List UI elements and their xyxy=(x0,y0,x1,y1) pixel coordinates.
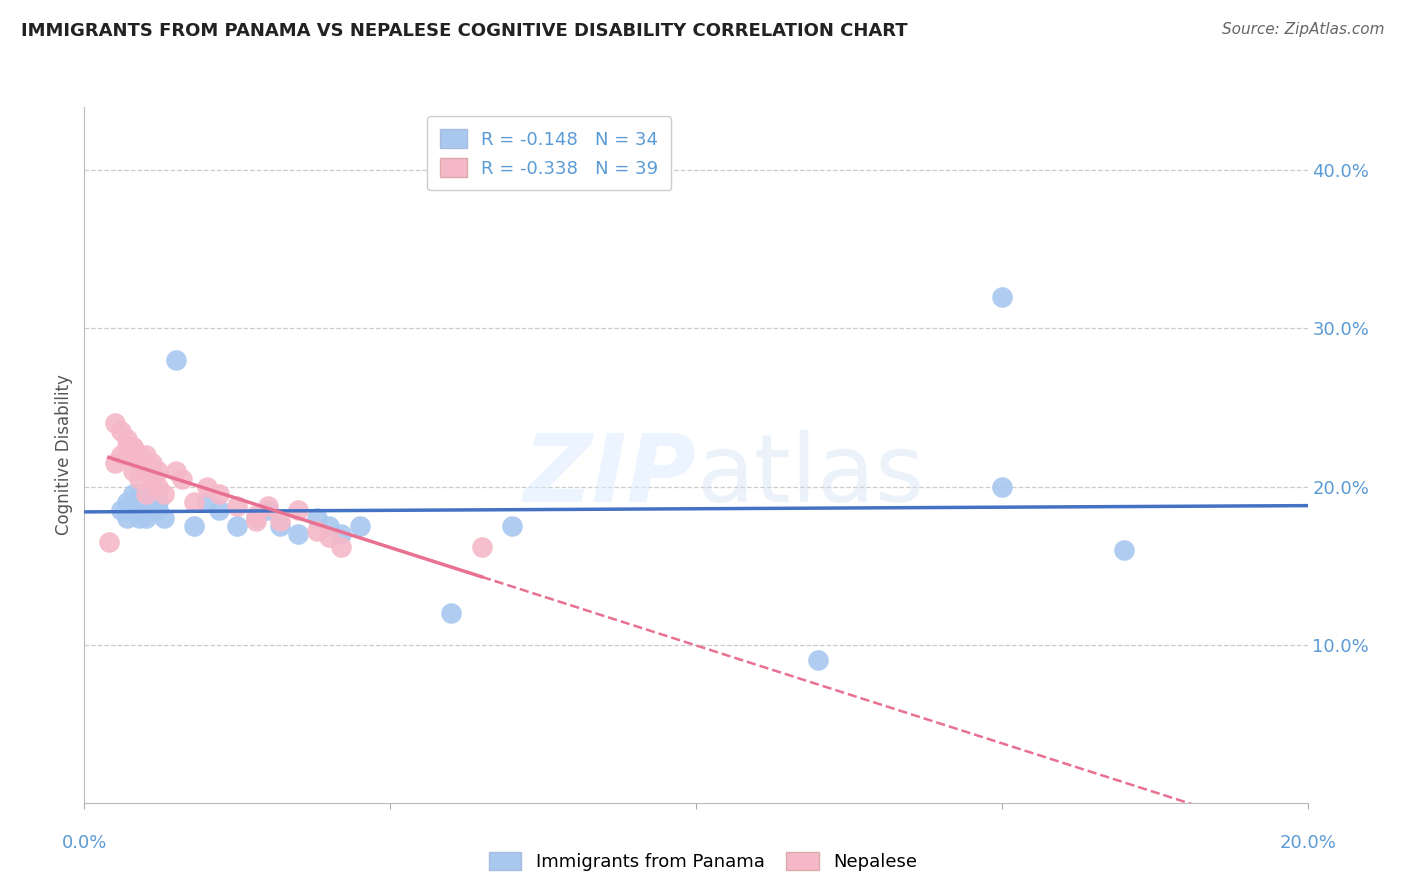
Y-axis label: Cognitive Disability: Cognitive Disability xyxy=(55,375,73,535)
Point xyxy=(305,511,328,525)
Point xyxy=(245,511,267,525)
Point xyxy=(318,530,340,544)
Point xyxy=(115,440,138,454)
Point xyxy=(226,499,249,513)
Point xyxy=(135,456,157,470)
Point xyxy=(128,487,150,501)
Point xyxy=(122,464,145,478)
Point xyxy=(502,519,524,533)
Point xyxy=(104,417,127,431)
Point xyxy=(172,472,194,486)
Point xyxy=(128,456,150,470)
Point xyxy=(97,534,120,549)
Point xyxy=(153,487,176,501)
Point xyxy=(104,456,127,470)
Point xyxy=(440,606,463,620)
Text: IMMIGRANTS FROM PANAMA VS NEPALESE COGNITIVE DISABILITY CORRELATION CHART: IMMIGRANTS FROM PANAMA VS NEPALESE COGNI… xyxy=(21,22,908,40)
Text: 0.0%: 0.0% xyxy=(62,834,107,852)
Text: ZIP: ZIP xyxy=(523,430,696,522)
Point xyxy=(287,527,309,541)
Point xyxy=(991,290,1014,304)
Point xyxy=(141,464,163,478)
Point xyxy=(208,487,231,501)
Point xyxy=(165,353,187,368)
Point xyxy=(135,511,157,525)
Point xyxy=(122,503,145,517)
Point xyxy=(208,503,231,517)
Point xyxy=(183,519,205,533)
Point xyxy=(146,495,169,509)
Point xyxy=(269,519,291,533)
Point xyxy=(110,503,132,517)
Point xyxy=(110,424,132,438)
Point xyxy=(195,479,218,493)
Text: Source: ZipAtlas.com: Source: ZipAtlas.com xyxy=(1222,22,1385,37)
Point xyxy=(122,440,145,454)
Point xyxy=(128,448,150,462)
Point xyxy=(269,514,291,528)
Point xyxy=(153,511,176,525)
Point xyxy=(330,527,353,541)
Point xyxy=(141,487,163,501)
Point xyxy=(115,511,138,525)
Point xyxy=(807,653,830,667)
Point xyxy=(135,448,157,462)
Point xyxy=(195,495,218,509)
Point xyxy=(1114,542,1136,557)
Point xyxy=(141,456,163,470)
Point xyxy=(245,514,267,528)
Point xyxy=(135,487,157,501)
Text: 20.0%: 20.0% xyxy=(1279,834,1336,852)
Point xyxy=(141,503,163,517)
Point xyxy=(122,448,145,462)
Legend: Immigrants from Panama, Nepalese: Immigrants from Panama, Nepalese xyxy=(482,845,924,879)
Point xyxy=(146,479,169,493)
Point xyxy=(257,499,280,513)
Point xyxy=(122,487,145,501)
Point xyxy=(141,472,163,486)
Point xyxy=(146,503,169,517)
Point xyxy=(115,432,138,446)
Legend: R = -0.148   N = 34, R = -0.338   N = 39: R = -0.148 N = 34, R = -0.338 N = 39 xyxy=(427,116,671,190)
Point xyxy=(135,503,157,517)
Point xyxy=(183,495,205,509)
Point xyxy=(165,464,187,478)
Point xyxy=(471,540,494,554)
Point xyxy=(115,495,138,509)
Point xyxy=(226,519,249,533)
Point xyxy=(128,495,150,509)
Point xyxy=(305,524,328,538)
Point xyxy=(287,503,309,517)
Point xyxy=(349,519,371,533)
Point xyxy=(318,519,340,533)
Point xyxy=(135,460,157,475)
Text: atlas: atlas xyxy=(696,430,924,522)
Point xyxy=(128,472,150,486)
Point xyxy=(146,464,169,478)
Point xyxy=(110,448,132,462)
Point xyxy=(330,540,353,554)
Point xyxy=(245,508,267,522)
Point xyxy=(257,503,280,517)
Point xyxy=(122,440,145,454)
Point xyxy=(991,479,1014,493)
Point xyxy=(128,511,150,525)
